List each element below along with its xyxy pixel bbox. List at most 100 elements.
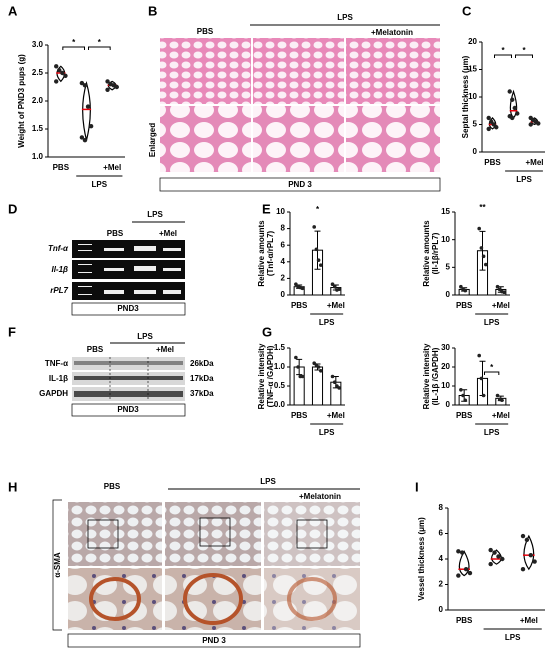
y-axis-label: Relative intensity	[422, 343, 431, 409]
micrograph	[68, 502, 162, 566]
point	[477, 353, 482, 358]
point	[500, 556, 505, 562]
bar	[311, 366, 324, 406]
violin	[458, 550, 470, 577]
panel-letters: A B C D E F G H I	[8, 3, 472, 494]
y-tick-label: 0	[446, 290, 451, 299]
point	[63, 73, 68, 79]
point	[463, 567, 469, 572]
point	[536, 121, 541, 126]
micrograph	[160, 38, 251, 104]
y-axis-label: Relative amounts	[257, 220, 266, 287]
significance-bracket	[484, 371, 500, 375]
point	[463, 398, 468, 403]
micrograph	[165, 502, 261, 566]
row-label: Il-1β	[51, 265, 68, 274]
panel-letter: H	[8, 479, 17, 494]
point	[479, 376, 484, 381]
micrograph	[253, 38, 344, 104]
y-tick-label: 2	[439, 580, 444, 589]
point	[88, 124, 94, 129]
size-label: 26kDa	[190, 359, 214, 368]
point	[460, 550, 465, 555]
point	[528, 122, 533, 127]
y-tick-label: 15	[441, 207, 450, 216]
col-label: PBS	[107, 229, 124, 238]
violin	[523, 534, 535, 571]
significance: *	[98, 38, 102, 47]
x-tick-label: PBS	[484, 158, 501, 167]
point	[312, 225, 317, 229]
x-tick-label: PBS	[291, 411, 308, 420]
point	[479, 246, 484, 250]
y-tick-label: 1.5	[32, 124, 44, 133]
col-label: +Melatonin	[299, 492, 341, 501]
y-tick-label: 30	[441, 343, 450, 352]
y-tick-label: 0	[281, 290, 286, 299]
x-tick-label: PBS	[456, 301, 473, 310]
significance: **	[479, 203, 486, 212]
y-tick-label: 1.0	[32, 152, 44, 161]
violin	[82, 80, 91, 141]
point	[316, 365, 321, 369]
error-bar	[479, 230, 486, 271]
point	[486, 115, 491, 121]
point	[456, 573, 461, 578]
y-tick-label: 1.5	[274, 343, 286, 352]
panel-letter: B	[148, 3, 157, 18]
x-tick-label: +Mel	[492, 411, 510, 420]
point	[477, 226, 482, 231]
point	[294, 355, 298, 360]
col-label: LPS	[337, 13, 353, 22]
panel-letter: D	[8, 201, 17, 216]
point	[456, 549, 461, 554]
point	[332, 284, 337, 289]
x-tick-label: +Mel	[103, 163, 121, 172]
micrograph	[346, 38, 440, 104]
point	[507, 89, 512, 94]
footer-box	[71, 403, 186, 417]
point	[330, 282, 335, 287]
y-tick-label: 0	[473, 147, 478, 156]
point	[314, 247, 319, 252]
micrograph	[253, 106, 344, 172]
row-label: Tnf-α	[48, 244, 69, 253]
point	[105, 79, 110, 84]
y-axis-label: (IL-1β /GAPDH)	[431, 347, 440, 405]
point	[467, 570, 473, 576]
group-label: LPS	[516, 175, 532, 184]
footer: PND3	[117, 304, 139, 313]
x-tick-label: +Mel	[492, 301, 510, 310]
point	[481, 393, 486, 398]
point	[528, 552, 533, 558]
point	[512, 105, 517, 111]
point	[316, 258, 321, 262]
panel-f: PBS LPS +Mel TNF-α IL-1β GAPDH 26kDa 17k…	[39, 332, 214, 417]
y-tick-label: 4	[281, 257, 286, 266]
y-axis-label: Relative amounts	[422, 220, 431, 287]
point	[319, 263, 323, 267]
point	[105, 87, 110, 93]
x-tick-label: +Mel	[327, 411, 345, 420]
panel-letter: E	[262, 201, 271, 216]
significance-bracket	[515, 54, 533, 58]
y-tick-label: 8	[439, 503, 444, 512]
y-axis-label: (Tnf-α/rPL7)	[266, 230, 275, 276]
row-label: GAPDH	[39, 389, 68, 398]
significance-bracket	[88, 46, 111, 50]
panel-letter: F	[8, 324, 16, 339]
x-tick-label: PBS	[456, 411, 473, 420]
group-label: LPS	[505, 633, 521, 642]
col-label: LPS	[260, 477, 276, 486]
footer-box	[71, 302, 186, 316]
point	[500, 398, 504, 403]
point	[54, 64, 59, 69]
y-tick-label: 2.5	[32, 68, 44, 77]
point	[60, 70, 65, 76]
point	[114, 84, 119, 90]
row-label: rPL7	[50, 286, 68, 295]
y-tick-label: 0	[446, 400, 451, 409]
point	[463, 288, 468, 293]
y-axis-label: (Il-1β/rPL7)	[431, 232, 440, 274]
micrograph	[165, 568, 261, 630]
